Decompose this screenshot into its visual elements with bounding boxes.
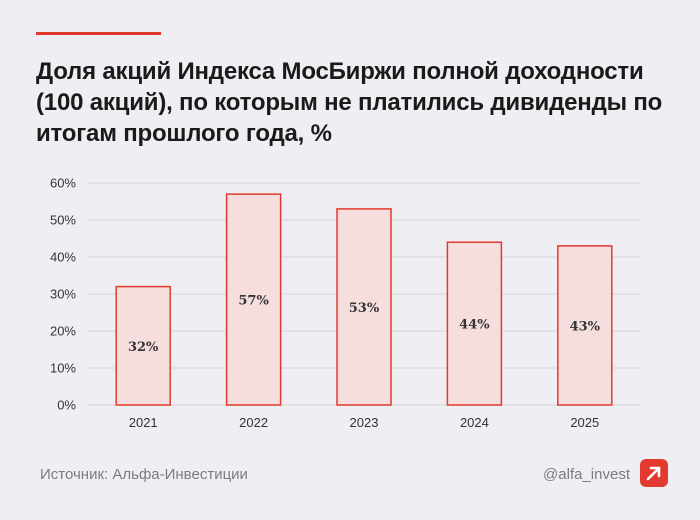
y-tick-label: 10% bbox=[50, 361, 76, 376]
x-tick-label: 2022 bbox=[239, 415, 268, 430]
y-tick-label: 20% bbox=[50, 324, 76, 339]
bar bbox=[557, 245, 613, 406]
alfa-logo-icon[interactable] bbox=[640, 459, 668, 487]
x-tick-label: 2024 bbox=[460, 415, 489, 430]
bar-value-label: 57% bbox=[238, 294, 269, 309]
accent-line bbox=[36, 32, 161, 35]
bar-value-label: 32% bbox=[128, 340, 159, 355]
bar-chart: 0% 10% 20% 30% 40% 50% 60% 32% 2021 57% 2022 53% 202… bbox=[50, 176, 640, 430]
y-tick-label: 50% bbox=[50, 213, 76, 228]
chart-title: Доля акций Индекса МосБиржи полной доход… bbox=[36, 58, 663, 147]
x-tick-label: 2023 bbox=[350, 415, 379, 430]
bar bbox=[115, 285, 171, 406]
bar bbox=[336, 208, 392, 406]
social-handle[interactable]: @alfa_invest bbox=[543, 466, 630, 483]
y-tick-label: 60% bbox=[50, 176, 76, 191]
bar-value-label: 43% bbox=[570, 319, 601, 334]
bar bbox=[446, 241, 503, 406]
y-tick-label: 30% bbox=[50, 287, 76, 302]
x-tick-label: 2025 bbox=[570, 415, 599, 430]
bar-value-label: 53% bbox=[349, 301, 380, 316]
x-tick-label: 2021 bbox=[129, 415, 158, 430]
y-tick-label: 0% bbox=[57, 398, 76, 413]
bar-value-label: 44% bbox=[459, 318, 490, 333]
y-tick-label: 40% bbox=[50, 250, 76, 265]
bar bbox=[225, 193, 282, 406]
source-text: Источник: Альфа-Инвестиции bbox=[40, 466, 248, 483]
